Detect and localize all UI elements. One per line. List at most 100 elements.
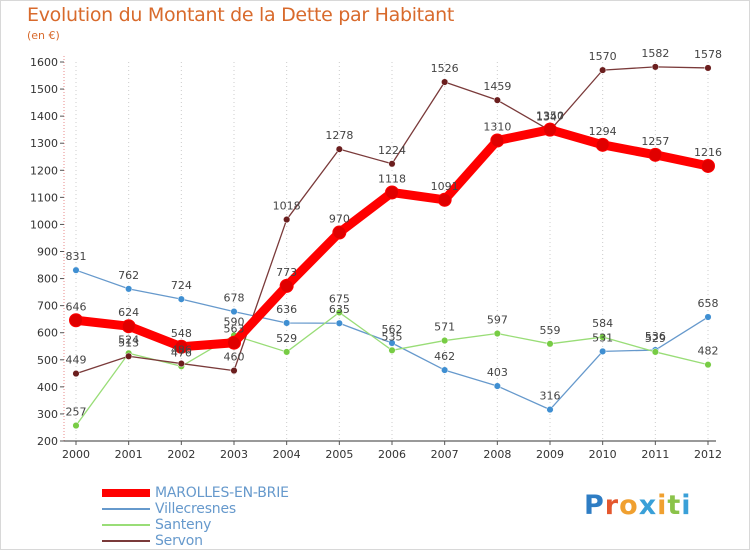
data-label: 624 [118, 306, 139, 319]
data-point [388, 339, 396, 347]
data-point [441, 337, 449, 345]
data-label: 529 [276, 332, 297, 345]
data-point [493, 329, 501, 338]
data-point [595, 137, 610, 152]
data-point [174, 339, 189, 354]
legend-label-santeny: Santeny [155, 517, 212, 533]
y-tick-label: 1500 [30, 83, 58, 96]
data-label: 1347 [536, 110, 564, 123]
data-label: 675 [329, 292, 350, 305]
data-point [125, 285, 133, 293]
legend-swatch-servon [102, 540, 150, 542]
data-label: 1350 [536, 110, 564, 123]
data-point [335, 308, 343, 316]
x-tick-label: 2012 [694, 448, 722, 461]
data-label: 1310 [483, 121, 511, 134]
data-label: 1570 [589, 50, 617, 63]
data-label: 597 [487, 314, 508, 327]
data-label: 486 [171, 344, 192, 357]
legend-label-servon: Servon [155, 533, 203, 549]
data-label: 970 [329, 213, 350, 226]
data-point [543, 122, 557, 137]
data-point [651, 63, 659, 71]
data-point [599, 66, 607, 74]
y-tick-label: 1400 [30, 110, 58, 123]
data-label: 1224 [378, 144, 406, 157]
chart-subtitle: (en €) [27, 29, 60, 42]
y-tick-label: 1300 [30, 137, 58, 150]
data-point [125, 352, 133, 360]
x-tick-label: 2009 [536, 448, 564, 461]
data-label: 1578 [694, 48, 722, 61]
data-point [72, 266, 80, 274]
data-point [332, 225, 347, 240]
x-tick-label: 2001 [115, 448, 143, 461]
data-point [385, 185, 399, 200]
data-point [546, 340, 554, 348]
data-point [121, 319, 136, 334]
data-label: 1278 [325, 129, 353, 142]
data-point [279, 278, 294, 293]
proxiti-logo: Proxiti [584, 490, 692, 521]
data-label: 257 [66, 406, 87, 419]
legend-swatch-santeny [102, 524, 150, 526]
data-label: 531 [592, 331, 613, 344]
data-label: 1459 [483, 80, 511, 93]
chart-title: Evolution du Montant de la Dette par Hab… [27, 4, 455, 26]
y-tick-label: 500 [37, 354, 58, 367]
data-label: 831 [66, 250, 87, 263]
data-label: 678 [224, 292, 245, 305]
data-point [437, 192, 452, 207]
data-label: 562 [382, 323, 403, 336]
y-tick-label: 300 [37, 408, 58, 421]
data-label: 762 [118, 269, 139, 282]
data-label: 462 [434, 350, 455, 363]
legend-item-villecresnes: Villecresnes [102, 501, 289, 517]
data-label: 1582 [641, 47, 669, 60]
data-label: 1294 [589, 125, 617, 138]
data-point [283, 319, 291, 327]
y-tick-label: 1000 [30, 218, 58, 231]
data-label: 316 [540, 390, 561, 403]
legend-swatch-villecresnes [102, 508, 150, 510]
data-label: 724 [171, 279, 192, 292]
y-tick-label: 1200 [30, 164, 58, 177]
data-label: 563 [224, 323, 245, 336]
data-label: 1257 [641, 135, 669, 148]
x-tick-label: 2006 [378, 448, 406, 461]
data-label: 524 [118, 333, 139, 346]
data-label: 482 [698, 345, 719, 358]
data-label: 513 [118, 336, 139, 349]
legend-label-villecresnes: Villecresnes [155, 501, 236, 517]
legend-item-marolles: MAROLLES-EN-BRIE [102, 485, 289, 501]
data-point [704, 361, 712, 369]
data-point [72, 422, 80, 430]
data-point [230, 367, 238, 375]
legend-label-marolles: MAROLLES-EN-BRIE [155, 485, 289, 501]
data-point [227, 335, 241, 350]
data-point [72, 370, 80, 378]
x-tick-label: 2007 [431, 448, 459, 461]
y-tick-label: 400 [37, 381, 58, 394]
data-point [704, 64, 712, 72]
data-point [493, 382, 501, 390]
data-label: 636 [276, 303, 297, 316]
x-tick-label: 2002 [167, 448, 195, 461]
data-label: 476 [171, 346, 192, 359]
y-tick-label: 700 [37, 300, 58, 313]
data-point [648, 147, 663, 162]
data-point [441, 366, 449, 374]
data-label: 449 [66, 354, 87, 367]
data-point [441, 78, 449, 86]
data-point [599, 333, 607, 341]
data-label: 1118 [378, 172, 406, 185]
x-tick-label: 2005 [325, 448, 353, 461]
data-point [335, 145, 343, 153]
x-tick-label: 2011 [641, 448, 669, 461]
data-label: 658 [698, 297, 719, 310]
data-label: 529 [645, 332, 666, 345]
x-tick-label: 2003 [220, 448, 248, 461]
data-point [490, 133, 505, 148]
